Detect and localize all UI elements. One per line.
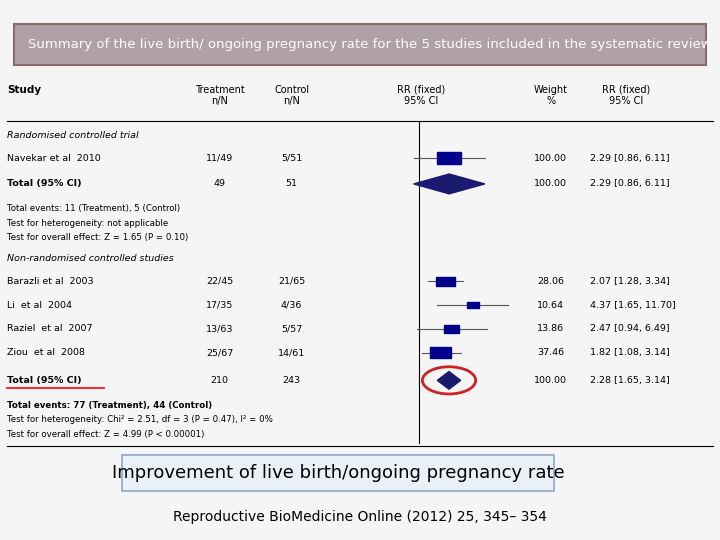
Text: 0.2: 0.2	[354, 457, 368, 466]
FancyBboxPatch shape	[14, 24, 706, 65]
Text: 2.07 [1.28, 3.34]: 2.07 [1.28, 3.34]	[590, 276, 670, 286]
Text: 13.86: 13.86	[537, 325, 564, 334]
Text: Raziel  et al  2007: Raziel et al 2007	[7, 325, 93, 334]
Text: Control
n/N: Control n/N	[274, 85, 309, 106]
Text: Weight
%: Weight %	[534, 85, 568, 106]
Text: Total events: 11 (Treatment), 5 (Control): Total events: 11 (Treatment), 5 (Control…	[7, 204, 180, 213]
Text: Test for overall effect: Z = 1.65 (P = 0.10): Test for overall effect: Z = 1.65 (P = 0…	[7, 233, 189, 242]
Text: 10.64: 10.64	[537, 301, 564, 309]
Text: Test for heterogeneity: Chi² = 2.51, df = 3 (P = 0.47), I² = 0%: Test for heterogeneity: Chi² = 2.51, df …	[7, 415, 273, 424]
Polygon shape	[437, 372, 461, 389]
Text: Ziou  et al  2008: Ziou et al 2008	[7, 348, 85, 357]
Bar	[437, 152, 462, 164]
Text: 1.82 [1.08, 3.14]: 1.82 [1.08, 3.14]	[590, 348, 670, 357]
Text: 25/67: 25/67	[206, 348, 233, 357]
Text: 10: 10	[497, 457, 508, 466]
Text: 5/57: 5/57	[281, 325, 302, 334]
Text: 2.29 [0.86, 6.11]: 2.29 [0.86, 6.11]	[590, 179, 670, 188]
Text: 100.00: 100.00	[534, 179, 567, 188]
Text: Summary of the live birth/ ongoing pregnancy rate for the 5 studies included in : Summary of the live birth/ ongoing pregn…	[28, 38, 712, 51]
Text: Favours treatment: Favours treatment	[430, 470, 509, 480]
Text: 0.5: 0.5	[387, 457, 401, 466]
Text: 100.00: 100.00	[534, 154, 567, 163]
Text: Barazli et al  2003: Barazli et al 2003	[7, 276, 94, 286]
Text: 210: 210	[210, 376, 229, 385]
Text: RR (fixed)
95% CI: RR (fixed) 95% CI	[602, 85, 651, 106]
Text: 49: 49	[214, 179, 225, 188]
Bar	[431, 347, 451, 358]
Text: 0.1: 0.1	[329, 457, 343, 466]
Text: 37.46: 37.46	[537, 348, 564, 357]
Text: 2.47 [0.94, 6.49]: 2.47 [0.94, 6.49]	[590, 325, 670, 334]
Text: Test for overall effect: Z = 4.99 (P < 0.00001): Test for overall effect: Z = 4.99 (P < 0…	[7, 430, 204, 439]
Text: Navekar et al  2010: Navekar et al 2010	[7, 154, 101, 163]
Text: 243: 243	[282, 376, 301, 385]
Text: 28.06: 28.06	[537, 276, 564, 286]
Text: 2.28 [1.65, 3.14]: 2.28 [1.65, 3.14]	[590, 376, 670, 385]
Text: Treatment
n/N: Treatment n/N	[194, 85, 245, 106]
Text: 5: 5	[474, 457, 480, 466]
Text: RR (fixed)
95% CI: RR (fixed) 95% CI	[397, 85, 446, 106]
Text: Study: Study	[7, 85, 41, 95]
Bar	[436, 276, 454, 286]
Text: 21/65: 21/65	[278, 276, 305, 286]
Text: 17/35: 17/35	[206, 301, 233, 309]
Text: 22/45: 22/45	[206, 276, 233, 286]
Text: 100.00: 100.00	[534, 376, 567, 385]
Text: Favours control: Favours control	[340, 470, 406, 480]
Text: 51: 51	[286, 179, 297, 188]
Polygon shape	[414, 174, 485, 194]
Text: Test for heterogeneity: not applicable: Test for heterogeneity: not applicable	[7, 219, 168, 228]
Text: 13/63: 13/63	[206, 325, 233, 334]
Text: 5/51: 5/51	[281, 154, 302, 163]
Text: Total events: 77 (Treatment), 44 (Control): Total events: 77 (Treatment), 44 (Contro…	[7, 401, 212, 409]
Text: 4.37 [1.65, 11.70]: 4.37 [1.65, 11.70]	[590, 301, 676, 309]
Text: Randomised controlled trial: Randomised controlled trial	[7, 131, 139, 140]
FancyBboxPatch shape	[122, 455, 554, 491]
Text: Total (95% CI): Total (95% CI)	[7, 376, 82, 385]
Text: Reproductive BioMedicine Online (2012) 25, 345– 354: Reproductive BioMedicine Online (2012) 2…	[173, 510, 547, 524]
Text: Improvement of live birth/ongoing pregnancy rate: Improvement of live birth/ongoing pregna…	[112, 464, 564, 482]
Text: Non-randomised controlled studies: Non-randomised controlled studies	[7, 254, 174, 262]
Text: Li  et al  2004: Li et al 2004	[7, 301, 72, 309]
Text: 1: 1	[416, 457, 422, 466]
Text: 14/61: 14/61	[278, 348, 305, 357]
Text: Total (95% CI): Total (95% CI)	[7, 179, 82, 188]
Text: 2.29 [0.86, 6.11]: 2.29 [0.86, 6.11]	[590, 154, 670, 163]
Text: 2: 2	[441, 457, 447, 466]
Text: 4/36: 4/36	[281, 301, 302, 309]
Text: 11/49: 11/49	[206, 154, 233, 163]
Bar	[467, 302, 479, 308]
Bar	[444, 325, 459, 333]
